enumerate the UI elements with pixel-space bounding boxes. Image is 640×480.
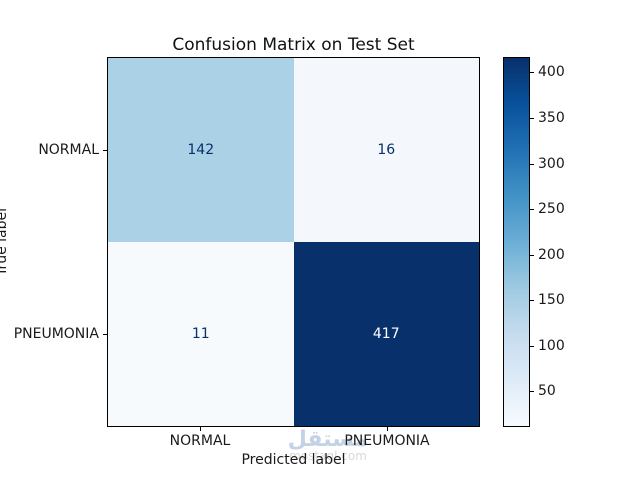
cell-value: 16: [377, 142, 396, 158]
colorbar-tick-label: 400: [538, 64, 565, 80]
y-tickmark: [103, 150, 107, 151]
cell-value: 417: [372, 326, 400, 342]
matrix-cell-true-pneumonia-pred-pneumonia: 417: [293, 242, 479, 426]
ytick-label-normal: NORMAL: [38, 142, 99, 158]
colorbar-tickmark: [530, 164, 534, 165]
colorbar-gradient: [503, 57, 530, 427]
colorbar-tickmark: [530, 72, 534, 73]
y-tickmark: [103, 334, 107, 335]
cell-value: 142: [187, 142, 215, 158]
colorbar-tick-label: 250: [538, 201, 565, 217]
colorbar-tickmark: [530, 209, 534, 210]
xtick-label-normal: NORMAL: [169, 433, 231, 449]
colorbar-tickmark: [530, 118, 534, 119]
colorbar-tick-label: 300: [538, 156, 565, 172]
colorbar-tick-label: 50: [538, 383, 556, 399]
heatmap-plot: 142 16 11 417: [107, 57, 480, 427]
cell-value: 11: [191, 326, 210, 342]
matrix-cell-true-normal-pred-normal: 142: [108, 58, 294, 242]
colorbar-tickmark: [530, 300, 534, 301]
colorbar-tick-label: 200: [538, 247, 565, 263]
ytick-label-pneumonia: PNEUMONIA: [13, 326, 99, 342]
matrix-cell-true-pneumonia-pred-normal: 11: [108, 242, 294, 426]
colorbar-tick-label: 100: [538, 338, 565, 354]
colorbar-tickmark: [530, 255, 534, 256]
x-axis-title: Predicted label: [241, 452, 346, 468]
x-tickmark: [200, 427, 201, 431]
colorbar-tickmark: [530, 391, 534, 392]
matrix-cell-true-normal-pred-pneumonia: 16: [293, 58, 479, 242]
colorbar-tick-label: 150: [538, 292, 565, 308]
y-axis-title: True label: [0, 207, 10, 277]
colorbar-tick-label: 350: [538, 110, 565, 126]
xtick-label-pneumonia: PNEUMONIA: [344, 433, 430, 449]
x-tickmark: [387, 427, 388, 431]
chart-title: Confusion Matrix on Test Set: [172, 35, 415, 55]
colorbar-tickmark: [530, 346, 534, 347]
